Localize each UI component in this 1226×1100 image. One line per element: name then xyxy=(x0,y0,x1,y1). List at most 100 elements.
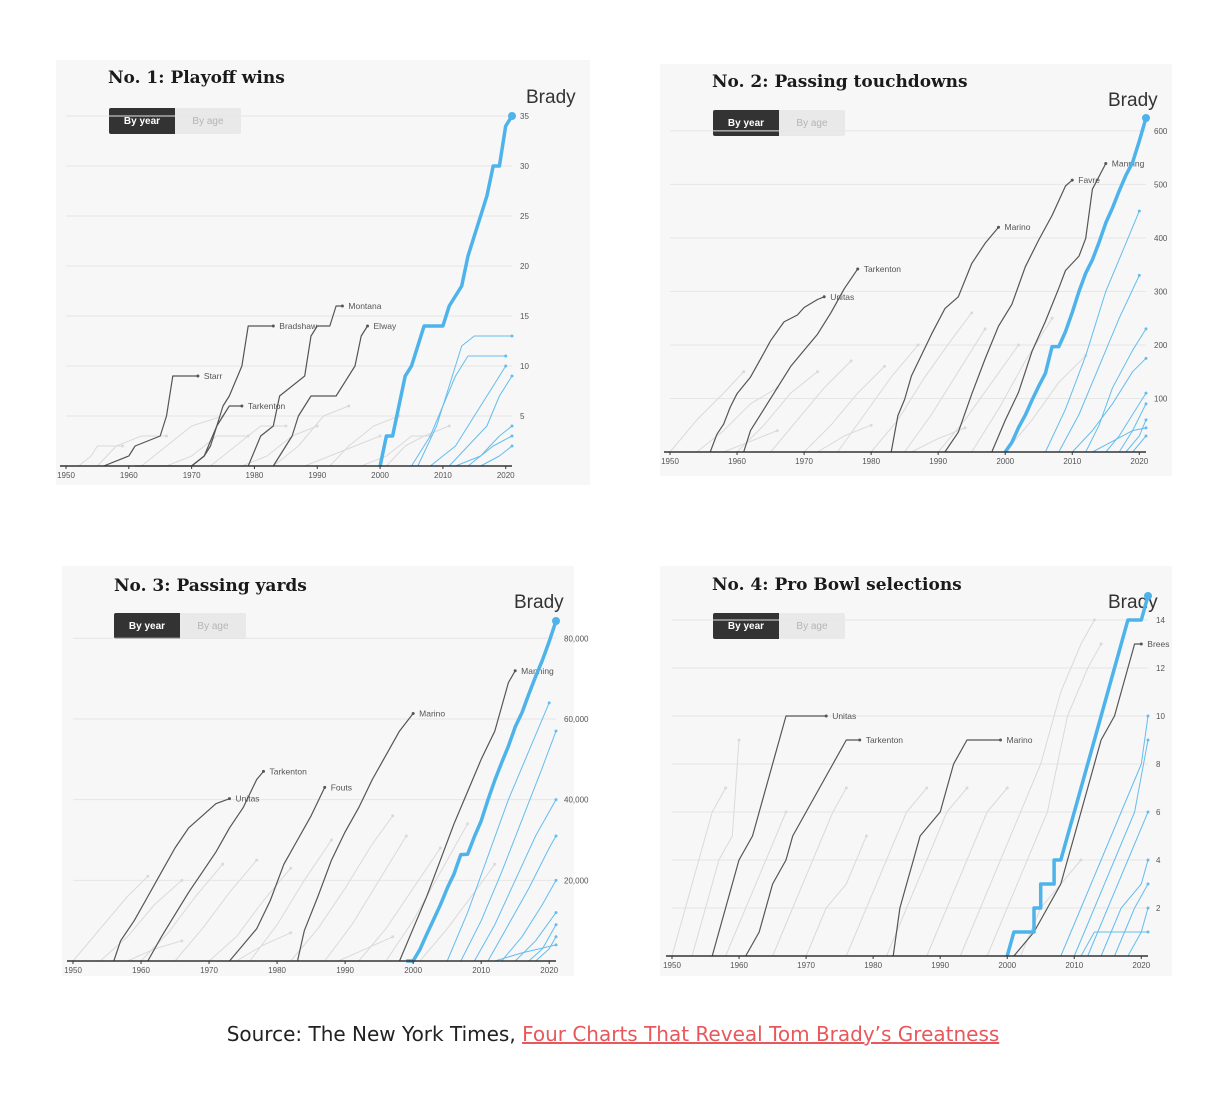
series-endpoint xyxy=(438,846,442,850)
series-endpoint xyxy=(554,834,558,838)
series-endpoint xyxy=(340,304,344,308)
legend-player-line xyxy=(272,325,369,467)
x-tick-label: 1990 xyxy=(308,471,326,480)
recent-player-line xyxy=(1132,435,1147,453)
faint-player-line xyxy=(236,932,291,962)
faint-player-line xyxy=(770,360,852,453)
source-article-link[interactable]: Four Charts That Reveal Tom Brady’s Grea… xyxy=(522,1022,1000,1046)
x-tick-label: 1950 xyxy=(64,966,82,975)
series-endpoint xyxy=(1146,810,1150,814)
by-year-button[interactable]: By year xyxy=(713,613,779,639)
series-endpoint xyxy=(1005,786,1009,790)
by-year-button[interactable]: By year xyxy=(109,108,175,134)
chart-title: No. 4: Pro Bowl selections xyxy=(712,575,962,595)
series-endpoint xyxy=(261,769,265,773)
recent-player-line xyxy=(1071,357,1147,453)
y-tick-label: 14 xyxy=(1156,616,1165,625)
y-tick-label: 10 xyxy=(520,362,529,371)
x-tick-label: 1970 xyxy=(795,457,813,466)
series-endpoint xyxy=(323,785,327,789)
by-age-button[interactable]: By age xyxy=(779,110,845,136)
view-toggle: By year By age xyxy=(713,613,845,639)
x-tick-label: 2000 xyxy=(998,961,1016,970)
series-endpoint xyxy=(227,797,231,801)
player-annotation: Tarkenton xyxy=(248,401,286,411)
source-caption: Source: The New York Times, Four Charts … xyxy=(0,1022,1226,1046)
by-year-button[interactable]: By year xyxy=(713,110,779,136)
series-endpoint xyxy=(255,858,259,862)
x-tick-label: 1990 xyxy=(929,457,947,466)
x-tick-label: 1950 xyxy=(661,457,679,466)
x-tick-label: 1990 xyxy=(931,961,949,970)
x-tick-label: 1980 xyxy=(862,457,880,466)
player-annotation: Elway xyxy=(374,321,397,331)
series-endpoint xyxy=(775,429,779,433)
series-endpoint xyxy=(347,404,351,408)
player-annotation: Unitas xyxy=(830,292,854,302)
series-endpoint xyxy=(856,267,860,271)
series-endpoint xyxy=(970,311,974,315)
brady-label: Brady xyxy=(1108,90,1158,111)
chart-panel-playoff-wins: No. 1: Playoff wins By year By age Brady… xyxy=(56,60,590,485)
y-tick-label: 600 xyxy=(1154,127,1168,136)
faint-player-line xyxy=(904,328,986,453)
recent-player-line xyxy=(446,702,550,962)
legend-player-line xyxy=(944,179,1073,453)
x-tick-label: 1960 xyxy=(132,966,150,975)
x-tick-label: 2000 xyxy=(996,457,1014,466)
series-endpoint xyxy=(1070,178,1074,182)
brady-endpoint xyxy=(1142,114,1150,122)
recent-player-line xyxy=(1087,811,1149,957)
series-endpoint xyxy=(493,862,497,866)
by-age-button[interactable]: By age xyxy=(180,613,246,639)
chart-plot: 100 200 300 400 500 600 Unitas Tarkenton Marino F… xyxy=(661,114,1168,466)
series-endpoint xyxy=(513,669,517,673)
series-endpoint xyxy=(1146,858,1150,862)
faint-player-line xyxy=(886,787,968,957)
series-endpoint xyxy=(1146,738,1150,742)
faint-player-line xyxy=(803,366,885,453)
faint-player-line xyxy=(937,344,1020,453)
x-tick-label: 2000 xyxy=(404,966,422,975)
series-endpoint xyxy=(1144,327,1148,331)
faint-player-line xyxy=(361,435,431,467)
faint-player-line xyxy=(419,863,496,962)
faint-player-line xyxy=(669,371,745,453)
by-age-button[interactable]: By age xyxy=(779,613,845,639)
x-tick-label: 1970 xyxy=(200,966,218,975)
legend-player-line xyxy=(247,305,343,467)
player-annotation: Bradshaw xyxy=(279,321,318,331)
y-tick-label: 400 xyxy=(1154,234,1168,243)
series-endpoint xyxy=(330,838,334,842)
faint-player-line xyxy=(805,835,867,957)
legend-player-line xyxy=(229,787,326,962)
recent-player-line xyxy=(467,435,513,467)
y-tick-label: 35 xyxy=(520,112,529,121)
series-endpoint xyxy=(554,798,558,802)
recent-player-line xyxy=(1080,931,1148,957)
x-tick-label: 2020 xyxy=(540,966,558,975)
faint-player-line xyxy=(140,863,224,962)
faint-player-line xyxy=(127,940,182,962)
faint-player-line xyxy=(208,867,292,962)
chart-title: No. 3: Passing yards xyxy=(114,576,307,596)
player-annotation: Montana xyxy=(348,301,381,311)
by-age-button[interactable]: By age xyxy=(175,108,241,134)
series-endpoint xyxy=(1144,418,1148,422)
series-endpoint xyxy=(554,923,558,927)
by-year-button[interactable]: By year xyxy=(114,613,180,639)
series-endpoint xyxy=(1017,343,1021,347)
chart-title: No. 2: Passing touchdowns xyxy=(712,72,968,92)
legend-player-line xyxy=(147,771,264,962)
series-endpoint xyxy=(510,334,514,338)
series-endpoint xyxy=(510,424,514,428)
faint-player-line xyxy=(845,787,928,957)
recent-player-line xyxy=(1060,715,1149,957)
faint-player-line xyxy=(99,879,183,962)
recent-player-line xyxy=(1073,739,1149,957)
recent-player-line xyxy=(535,936,557,962)
series-endpoint xyxy=(196,374,200,378)
series-endpoint xyxy=(1079,858,1083,862)
series-endpoint xyxy=(844,786,848,790)
legend-player-line xyxy=(113,798,230,962)
